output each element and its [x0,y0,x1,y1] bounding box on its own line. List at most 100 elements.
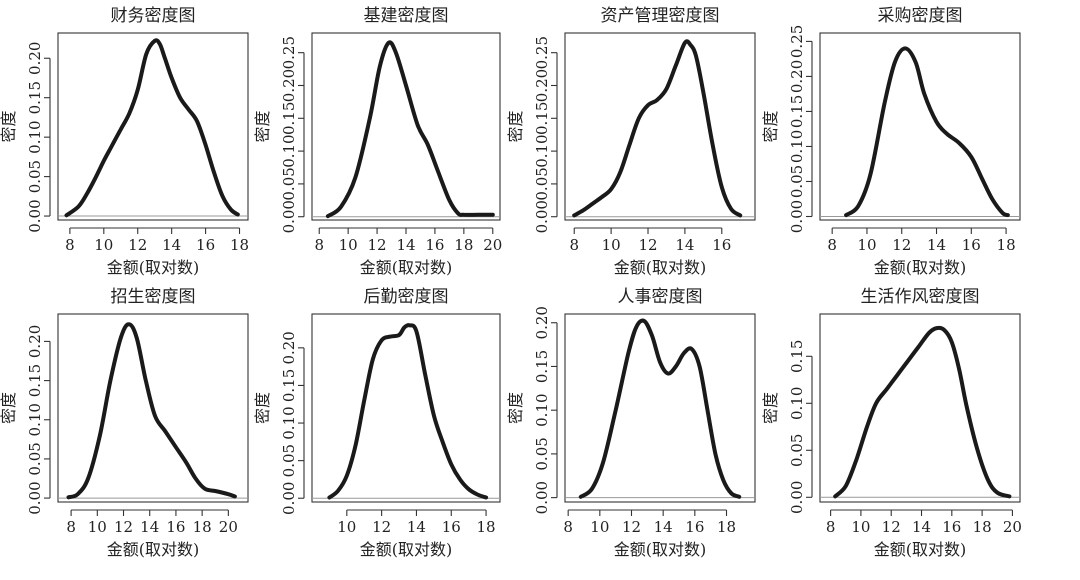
x-tick-label: 16 [942,518,961,536]
x-tick-label: 12 [892,236,911,254]
x-tick-label: 12 [128,236,147,254]
y-tick-label: 0.20 [533,306,551,339]
y-axis-label: 密度 [761,110,780,142]
x-axis-label: 金额(取对数) [874,540,967,559]
plot-frame [819,32,1021,221]
x-tick-label: 20 [483,236,502,254]
x-tick-label: 12 [622,518,641,536]
x-axis-label: 金额(取对数) [107,258,200,277]
x-tick-label: 14 [396,236,415,254]
y-tick-label: 0.25 [788,25,806,58]
x-tick-label: 8 [827,236,837,254]
x-tick-label: 8 [569,236,579,254]
y-tick-label: 0.10 [533,134,551,167]
x-tick-label: 8 [66,518,76,536]
x-tick-label: 8 [65,236,75,254]
density-curve [844,46,1010,218]
y-tick-label: 0.10 [788,130,806,163]
x-tick-label: 18 [973,518,992,536]
chart-panel-6: 后勤密度图 10 12 14 16 18 金额(取对数) 0.00 0.05 0.10 0.15 0.… [253,287,501,559]
y-tick-label: 0.25 [533,36,551,69]
x-tick-label: 18 [997,236,1016,254]
x-tick-label: 14 [162,236,181,254]
x-tick-label: 14 [912,518,931,536]
y-tick-label: 0.00 [26,199,44,232]
x-tick-label: 8 [314,236,324,254]
chart-title: 招生密度图 [111,287,196,307]
plot-frame [819,313,1021,503]
x-tick-label: 14 [140,518,159,536]
chart-title: 基建密度图 [364,6,449,26]
y-tick-label: 0.15 [533,102,551,135]
y-tick-label: 0.10 [26,120,44,153]
x-tick-label: 16 [962,236,981,254]
density-curve [327,323,489,500]
chart-panel-1: 财务密度图 8 10 12 14 16 18 金额(取对数) 0.00 0.05 0.10 0.15 0… [0,6,249,277]
y-tick-label: 0.00 [788,481,806,514]
y-tick-label: 0.15 [533,350,551,383]
x-axis-label: 金额(取对数) [614,258,707,277]
y-tick-label: 0.00 [533,481,551,514]
x-tick-label: 8 [826,518,836,536]
x-tick-label: 10 [851,518,870,536]
y-tick-label: 0.20 [280,69,298,102]
y-tick-label: 0.20 [280,331,298,364]
y-tick-label: 0.00 [280,200,298,233]
y-tick-label: 0.15 [280,102,298,135]
x-tick-label: 18 [230,236,249,254]
chart-panel-5: 招生密度图 8 10 12 14 16 18 20 金额(取对数) 0.00 0.05 0.10 0.1… [0,287,249,559]
y-axis-label: 密度 [0,392,18,424]
x-tick-label: 20 [1003,518,1022,536]
y-tick-label: 0.15 [788,340,806,373]
x-tick-label: 12 [114,518,133,536]
y-tick-label: 0.10 [788,387,806,420]
y-tick-label: 0.00 [280,482,298,515]
x-tick-label: 18 [454,236,473,254]
x-tick-label: 18 [717,518,736,536]
y-tick-label: 0.20 [533,69,551,102]
y-tick-label: 0.10 [280,134,298,167]
x-tick-label: 10 [337,518,356,536]
y-tick-label: 0.05 [533,167,551,200]
x-tick-label: 8 [563,518,573,536]
x-tick-label: 12 [638,236,657,254]
y-tick-label: 0.05 [26,160,44,193]
density-curve [578,318,742,499]
y-tick-label: 0.00 [533,200,551,233]
y-axis-label: 密度 [506,392,525,424]
x-tick-label: 10 [94,236,113,254]
y-tick-label: 0.05 [26,442,44,475]
x-tick-label: 12 [368,236,387,254]
chart-title: 资产管理密度图 [601,6,720,26]
y-tick-label: 0.00 [788,200,806,233]
x-tick-label: 10 [857,236,876,254]
chart-title: 生活作风密度图 [861,287,980,307]
plot-frame [311,313,501,503]
x-tick-label: 16 [425,236,444,254]
plot-frame [311,32,501,221]
chart-panel-4: 采购密度图 8 10 12 14 16 18 金额(取对数) 0.00 0.05 0.10 0.15 0… [761,6,1021,277]
y-axis-label: 密度 [253,392,272,424]
y-tick-label: 0.05 [280,167,298,200]
x-tick-label: 14 [927,236,946,254]
x-tick-label: 18 [477,518,496,536]
x-tick-label: 14 [675,236,694,254]
plot-frame [57,313,249,503]
x-tick-label: 12 [372,518,391,536]
y-tick-label: 0.05 [788,434,806,467]
x-tick-label: 20 [219,518,238,536]
x-tick-label: 16 [442,518,461,536]
chart-panel-8: 生活作风密度图 8 10 12 14 16 18 20 金额(取对数) 0.00 0.05 0.10 0… [761,287,1022,559]
y-tick-label: 0.20 [26,42,44,75]
x-tick-label: 16 [712,236,731,254]
density-curve [64,38,240,218]
plot-frame [564,313,756,503]
x-tick-label: 16 [196,236,215,254]
y-axis-label: 密度 [506,110,525,142]
x-tick-label: 12 [882,518,901,536]
x-tick-label: 10 [88,518,107,536]
chart-title: 财务密度图 [111,6,196,26]
y-tick-label: 0.10 [26,403,44,436]
density-curve [66,322,237,500]
